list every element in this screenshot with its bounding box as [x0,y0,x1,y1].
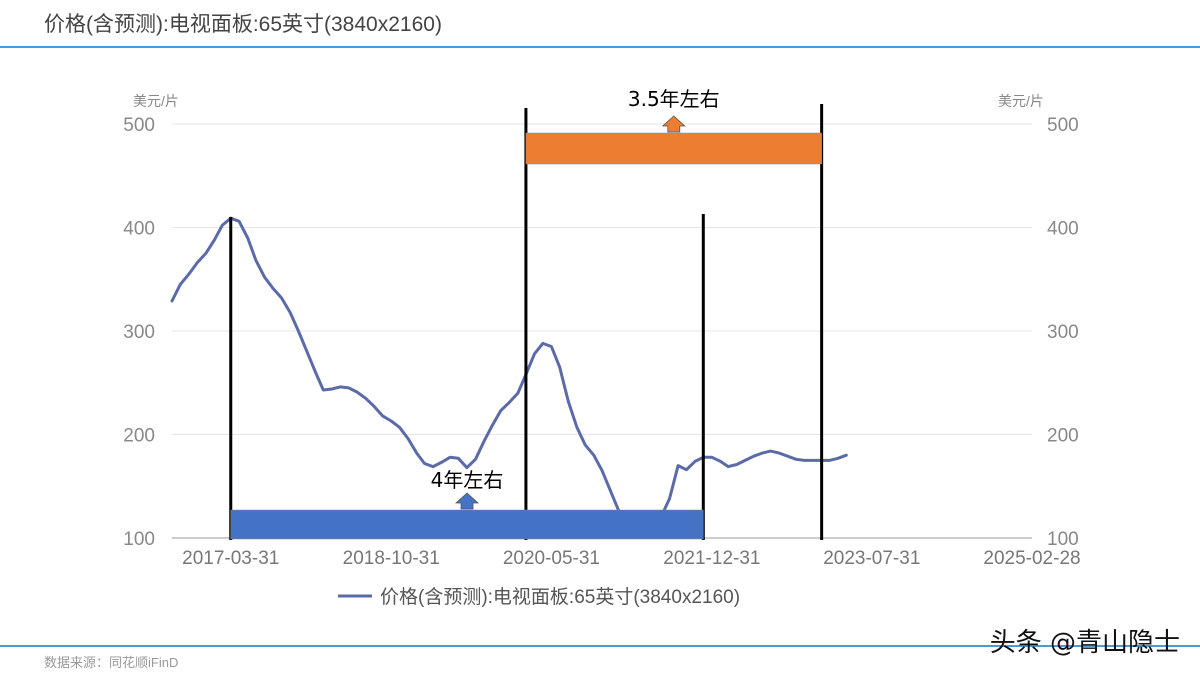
y-tick-label-left: 400 [123,219,155,240]
x-tick-label: 2021-12-31 [663,548,760,569]
footer-rule [0,645,1200,647]
annotation-layer: 3.5年左右 4年左右 [229,87,824,540]
x-tick-label: 2018-10-31 [343,548,440,569]
y-tick-label-left: 200 [123,426,155,447]
x-tick-label: 2020-05-31 [503,548,600,569]
y-tick-label-right: 400 [1047,219,1079,240]
up-arrow-icon [661,115,686,133]
up-arrow-icon [454,492,480,510]
y-axis-unit-right: 美元/片 [998,93,1044,109]
price-series-line [170,216,848,530]
y-tick-label-right: 200 [1047,426,1079,447]
x-tick-label: 2017-03-31 [182,548,279,569]
series-layer [170,216,848,530]
y-axis-right: 100 200 300 400 500 [1047,115,1079,550]
page-title: 价格(含预测):电视面板:65英寸(3840x2160) [44,13,442,36]
y-tick-label-right: 500 [1047,115,1079,136]
x-tick-label: 2025-02-28 [983,548,1080,569]
x-tick-label: 2023-07-31 [823,548,920,569]
grid-lines [172,123,1032,539]
duration-label: 3.5年左右 [628,87,720,111]
legend: 价格(含预测):电视面板:65英寸(3840x2160) [338,586,740,608]
x-axis-ticks: 2017-03-31 2018-10-31 2020-05-31 2021-12-31… [182,548,1080,569]
y-tick-label-right: 100 [1047,529,1079,550]
duration-band [230,509,704,540]
y-tick-label-right: 300 [1047,322,1079,343]
legend-label: 价格(含预测):电视面板:65英寸(3840x2160) [380,586,740,608]
y-axis-unit-left: 美元/片 [133,93,179,109]
duration-label: 4年左右 [431,468,504,492]
header-rule [0,46,1200,48]
data-source: 数据来源：同花顺iFinD [44,655,179,670]
y-tick-label-left: 100 [123,529,155,550]
y-tick-label-left: 300 [123,322,155,343]
y-tick-label-left: 500 [123,115,155,136]
watermark: 头条 @青山隐士 [989,628,1180,658]
y-axis-left: 100 200 300 400 500 [123,115,155,550]
duration-band [525,132,822,165]
